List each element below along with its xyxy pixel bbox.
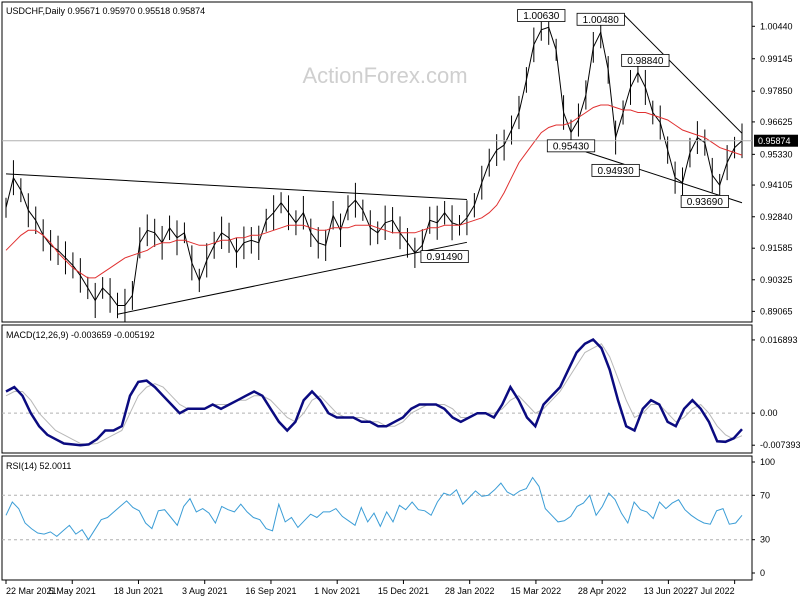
x-tick-label: 16 Sep 2021 bbox=[245, 586, 296, 596]
x-tick-label: 13 Jun 2022 bbox=[644, 586, 694, 596]
annotation-0-98840-box bbox=[621, 53, 670, 67]
price-tick-label: 0.91585 bbox=[760, 243, 793, 253]
chart-header: USDCHF,Daily 0.95671 0.95970 0.95518 0.9… bbox=[6, 6, 205, 16]
annotation-0-91490: 0.91490 bbox=[427, 252, 464, 263]
trendline-lower-right bbox=[585, 151, 743, 204]
x-tick-label: 22 Mar 2021 bbox=[6, 586, 57, 596]
macd-signal-line bbox=[5, 343, 743, 445]
rsi-layer bbox=[2, 476, 752, 541]
price-tick-label: 0.99145 bbox=[760, 54, 793, 64]
price-tick-label: 0.92840 bbox=[760, 212, 793, 222]
macd-line bbox=[5, 337, 743, 447]
rsi-tick-label: 30 bbox=[760, 535, 770, 545]
annotation-1-00480: 1.00480 bbox=[583, 15, 620, 26]
price-tick-label: 0.96625 bbox=[760, 117, 793, 127]
rsi-tick-label: 100 bbox=[760, 457, 775, 467]
watermark: ActionForex.com bbox=[302, 63, 467, 88]
annotation-0-94930-box bbox=[591, 163, 640, 177]
macd-panel-frame bbox=[1, 324, 753, 454]
annotation-0-91490-box bbox=[420, 250, 469, 263]
rsi-tick-label: 0 bbox=[760, 568, 765, 578]
annotation-0-93690: 0.93690 bbox=[687, 197, 724, 208]
rsi-line bbox=[5, 476, 743, 541]
x-tick-label: 5 May 2021 bbox=[49, 586, 96, 596]
macd-tick-label: 0.016893 bbox=[760, 335, 798, 345]
annotation-0-93690-box bbox=[680, 195, 729, 208]
price-line bbox=[5, 26, 743, 306]
price-tick-label: 0.90325 bbox=[760, 275, 793, 285]
price-panel-frame bbox=[1, 1, 753, 323]
x-tick-label: 15 Mar 2022 bbox=[511, 586, 562, 596]
trendline-upper-left bbox=[5, 173, 467, 200]
macd-tick-label: -0.007393 bbox=[760, 440, 800, 450]
price-tick-label: 0.94105 bbox=[760, 180, 793, 190]
annotation-1-00630: 1.00630 bbox=[523, 11, 560, 22]
x-tick-label: 3 Aug 2021 bbox=[182, 586, 228, 596]
annotation-0-95430-box bbox=[546, 139, 596, 153]
macd-tick-label: 0.00 bbox=[760, 408, 778, 418]
price-layer: 1.00630 1.00480 0.98840 0.95430 0.94930 0.936… bbox=[2, 9, 752, 323]
x-tick-label: 15 Dec 2021 bbox=[378, 586, 429, 596]
rsi-panel-frame bbox=[1, 455, 753, 581]
axis-layer: 1.00440 0.99145 0.97850 0.96625 0.95330 0.941… bbox=[752, 21, 800, 578]
annotation-0-98840: 0.98840 bbox=[627, 56, 664, 67]
sma-line bbox=[5, 104, 743, 279]
current-price-box bbox=[754, 134, 798, 147]
annotation-1-00630-box bbox=[517, 9, 566, 22]
current-price-label: 0.95874 bbox=[758, 136, 791, 146]
rsi-tick-label: 70 bbox=[760, 490, 770, 500]
x-tick-label: 28 Apr 2022 bbox=[578, 586, 627, 596]
annotation-0-94930: 0.94930 bbox=[598, 166, 635, 177]
trendline-lower-left bbox=[117, 241, 468, 315]
macd-header: MACD(12,26,9) -0.003659 -0.005192 bbox=[6, 330, 155, 340]
annotation-1-00480-box bbox=[576, 12, 625, 26]
price-tick-label: 0.97850 bbox=[760, 86, 793, 96]
x-tick-label: 28 Jan 2022 bbox=[445, 586, 495, 596]
x-tick-label: 18 Jun 2021 bbox=[114, 586, 164, 596]
price-tick-label: 1.00440 bbox=[760, 21, 793, 31]
annotation-0-95430: 0.95430 bbox=[553, 141, 590, 152]
macd-layer bbox=[2, 337, 752, 447]
x-tick-label: 1 Nov 2021 bbox=[314, 586, 360, 596]
trendline-upper-right bbox=[622, 13, 743, 134]
price-tick-label: 0.89065 bbox=[760, 306, 793, 316]
price-tick-label: 0.95330 bbox=[760, 149, 793, 159]
rsi-header: RSI(14) 52.0011 bbox=[6, 461, 71, 471]
x-tick-label: 27 Jul 2022 bbox=[688, 586, 735, 596]
